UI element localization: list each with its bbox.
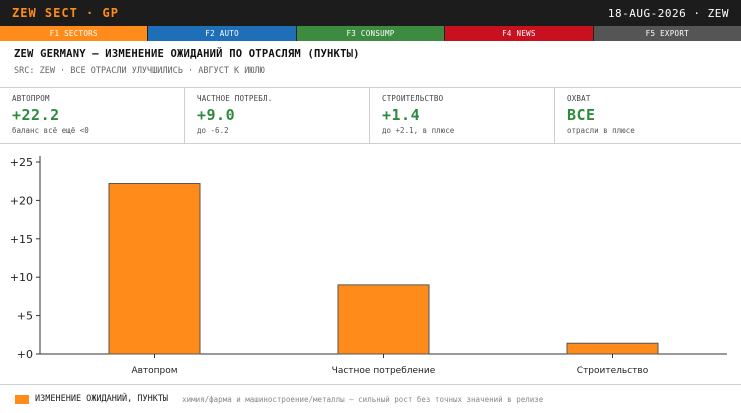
kpi-label: СТРОИТЕЛЬСТВО: [382, 94, 444, 103]
x-tick-label: Автопром: [131, 366, 177, 376]
y-tick-label: +5: [17, 310, 33, 323]
kpi-value: +9.0: [197, 106, 236, 124]
bar: [566, 342, 659, 355]
y-tick-label: +0: [17, 348, 33, 361]
kpi-value: ВСЕ: [567, 106, 596, 124]
top-bar: ZEW SECT · GP 18-AUG-2026 · ZEW: [0, 0, 741, 26]
y-tick-label: +15: [10, 233, 33, 246]
kpi-auto: АВТОПРОМ +22.2 баланс всё ещё <0: [0, 88, 185, 143]
kpi-note: до -6.2: [197, 126, 229, 135]
panel-header: ZEW GERMANY — ИЗМЕНЕНИЕ ОЖИДАНИЙ ПО ОТРА…: [0, 41, 741, 88]
kpi-label: ОХВАТ: [567, 94, 591, 103]
kpi-value: +22.2: [12, 106, 60, 124]
legend-label: ИЗМЕНЕНИЕ ОЖИДАНИЙ, ПУНКТЫ: [35, 394, 169, 404]
page-title: ZEW GERMANY — ИЗМЕНЕНИЕ ОЖИДАНИЙ ПО ОТРА…: [14, 48, 360, 60]
y-tick-label: +10: [10, 271, 33, 284]
app-title: ZEW SECT · GP: [12, 6, 119, 20]
fkey-news[interactable]: F4 NEWS: [445, 26, 594, 41]
kpi-label: АВТОПРОМ: [12, 94, 50, 103]
kpi-consumption: ЧАСТНОЕ ПОТРЕБЛ. +9.0 до -6.2: [185, 88, 370, 143]
kpi-construction: СТРОИТЕЛЬСТВО +1.4 до +2.1, в плюсе: [370, 88, 555, 143]
source-line: SRC: ZEW · ВСЕ ОТРАСЛИ УЛУЧШИЛИСЬ · АВГУ…: [14, 66, 265, 76]
date-label: 18-AUG-2026 · ZEW: [607, 6, 729, 20]
bar: [337, 284, 430, 355]
kpi-coverage: ОХВАТ ВСЕ отрасли в плюсе: [555, 88, 741, 143]
fkey-export[interactable]: F5 EXPORT: [593, 26, 741, 41]
chart-area: +25 +20 +15 +10 +5 +0 Автопром Частное потребле…: [0, 144, 741, 384]
kpi-strip: АВТОПРОМ +22.2 баланс всё ещё <0 ЧАСТНОЕ…: [0, 88, 741, 144]
kpi-label: ЧАСТНОЕ ПОТРЕБЛ.: [197, 94, 273, 103]
kpi-note: баланс всё ещё <0: [12, 126, 89, 135]
y-tick-label: +20: [10, 194, 33, 207]
kpi-value: +1.4: [382, 106, 421, 124]
chart-footer: ИЗМЕНЕНИЕ ОЖИДАНИЙ, ПУНКТЫ химия/фарма и…: [0, 384, 741, 413]
kpi-note: отрасли в плюсе: [567, 126, 635, 135]
fkey-consump[interactable]: F3 CONSUMP: [296, 26, 446, 41]
x-tick-label: Строительство: [577, 366, 649, 376]
x-tick-label: Частное потребление: [332, 366, 436, 376]
fkey-sectors[interactable]: F1 SECTORS: [0, 26, 149, 41]
kpi-note: до +2.1, в плюсе: [382, 126, 455, 135]
y-tick-label: +25: [10, 156, 33, 169]
bar-chart: +25 +20 +15 +10 +5 +0 Автопром Частное потребле…: [10, 156, 727, 376]
legend-swatch: [15, 394, 29, 404]
bar: [108, 183, 201, 355]
fkey-auto[interactable]: F2 AUTO: [148, 26, 297, 41]
function-key-bar: F1 SECTORS F2 AUTO F3 CONSUMP F4 NEWS F5…: [0, 26, 741, 41]
footer-note: химия/фарма и машиностроение/металлы — с…: [182, 394, 544, 404]
